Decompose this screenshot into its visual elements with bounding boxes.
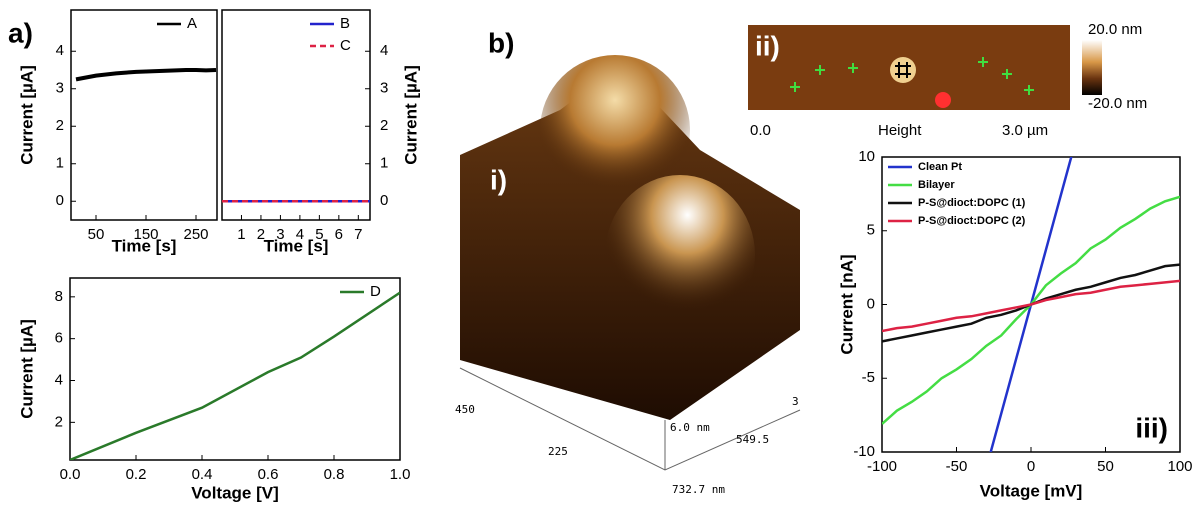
y-tick-label: 0 (867, 295, 875, 312)
x-tick-label: 0.6 (258, 466, 279, 483)
x-tick-label: -50 (946, 458, 968, 475)
x-tick-label: 3 (276, 226, 284, 243)
series-line (70, 291, 400, 460)
x-tick-label: 100 (1167, 458, 1192, 475)
image-axis-label: 3.0 µm (1002, 122, 1048, 139)
y-tick-label: 6 (55, 330, 63, 347)
colorbar (1082, 40, 1102, 95)
marker (895, 62, 911, 78)
afm-image: ii) 0.0 Height 3.0 µm 20.0 nm -20.0 nm (748, 21, 1147, 139)
y-tick-label: -5 (862, 369, 875, 386)
colorbar-label: 20.0 nm (1088, 21, 1142, 38)
image-axis-label: Height (878, 122, 922, 139)
x-axis-label: Voltage [mV] (980, 481, 1083, 500)
x-tick-label: 0.4 (192, 466, 213, 483)
plot-frame (69, 277, 401, 461)
x-tick-label: 6 (335, 226, 343, 243)
y-tick-label: 3 (380, 80, 388, 97)
y-axis-label: Current [µA] (17, 65, 36, 165)
y-tick-label: 8 (55, 288, 63, 305)
x-axis-label: Time [s] (112, 236, 177, 255)
x-axis-label: Time [s] (264, 236, 329, 255)
y-axis-label: Current [nA] (837, 254, 856, 354)
legend-label: P-S@dioct:DOPC (1) (918, 197, 1026, 209)
y-tick-label: 2 (380, 117, 388, 134)
y-tick-label: 1 (380, 155, 388, 172)
x-axis-label: Voltage [V] (191, 483, 279, 502)
legend-label: D (370, 283, 381, 300)
image-axis-label: 0.0 (750, 122, 771, 139)
x-tick-label: 150 (133, 226, 158, 243)
marker (790, 57, 1034, 95)
x-tick-label: 0 (1027, 458, 1035, 475)
axis-tick-label: 732.7 nm (672, 483, 725, 496)
x-tick-label: 0.0 (60, 466, 81, 483)
x-tick-label: -100 (867, 458, 897, 475)
y-tick-label: 4 (55, 371, 63, 388)
y-tick-label: 1 (56, 155, 64, 172)
surface-peak (540, 55, 690, 205)
series-line (75, 68, 217, 82)
x-tick-label: 5 (315, 226, 323, 243)
surface-axis (459, 367, 801, 471)
y-tick-label: 2 (55, 413, 63, 430)
y-tick-label: 4 (56, 42, 64, 59)
axis-tick-label: 6.0 nm (670, 421, 710, 434)
y-tick-label: 2 (56, 117, 64, 134)
particle (935, 92, 951, 108)
y-tick-label: 10 (858, 148, 875, 165)
series-line (882, 195, 1180, 425)
y-tick-label: 0 (380, 192, 388, 209)
annotation: ii) (755, 30, 780, 61)
axis-tick-label: 450 (455, 403, 475, 416)
plot-frame (221, 9, 371, 221)
y-axis-label: Current [µA] (401, 65, 420, 165)
chart: 0.0 0.2 0.4 0.6 0.8 1.0 2 4 6 8 Voltage [V] Current… (17, 277, 411, 502)
x-tick-label: 50 (88, 226, 105, 243)
panel-label: b) (488, 27, 514, 58)
annotation: i) (490, 164, 507, 195)
legend-label: Bilayer (918, 179, 955, 191)
x-tick-label: 0.2 (126, 466, 147, 483)
axis-tick-label: 549.5 (736, 433, 769, 446)
legend-label: Clean Pt (918, 161, 962, 173)
x-tick-label: 2 (257, 226, 265, 243)
y-tick-label: -10 (853, 443, 875, 460)
particle (890, 57, 916, 83)
series-line (882, 279, 1180, 333)
y-tick-label: 3 (56, 80, 64, 97)
plot-frame (70, 9, 218, 221)
legend-label: A (187, 15, 197, 32)
x-tick-label: 1.0 (390, 466, 411, 483)
legend-label: B (340, 15, 350, 32)
y-axis-label: Current [µA] (17, 319, 36, 419)
panel-label: a) (8, 17, 33, 48)
annotation: iii) (1135, 412, 1168, 443)
y-tick-label: 0 (56, 192, 64, 209)
x-tick-label: 0.8 (324, 466, 345, 483)
x-tick-label: 7 (354, 226, 362, 243)
x-tick-label: 250 (183, 226, 208, 243)
x-tick-label: 1 (237, 226, 245, 243)
x-tick-label: 50 (1097, 458, 1114, 475)
axis-tick-label: 3 (792, 395, 799, 408)
x-tick-label: 4 (296, 226, 304, 243)
surface-peak (605, 175, 755, 335)
axis-tick-label: 225 (548, 445, 568, 458)
legend-label: C (340, 37, 351, 54)
colorbar-label: -20.0 nm (1088, 95, 1147, 112)
y-tick-label: 5 (867, 222, 875, 239)
y-tick-label: 4 (380, 42, 388, 59)
legend-label: P-S@dioct:DOPC (2) (918, 215, 1026, 227)
chart: 50 150 250 0 1 2 3 4 Time [s] Current [µA] A (17, 9, 218, 255)
afm-surface: i) 450 225 6.0 nm 3 549.5 732.7 nm (455, 55, 801, 496)
